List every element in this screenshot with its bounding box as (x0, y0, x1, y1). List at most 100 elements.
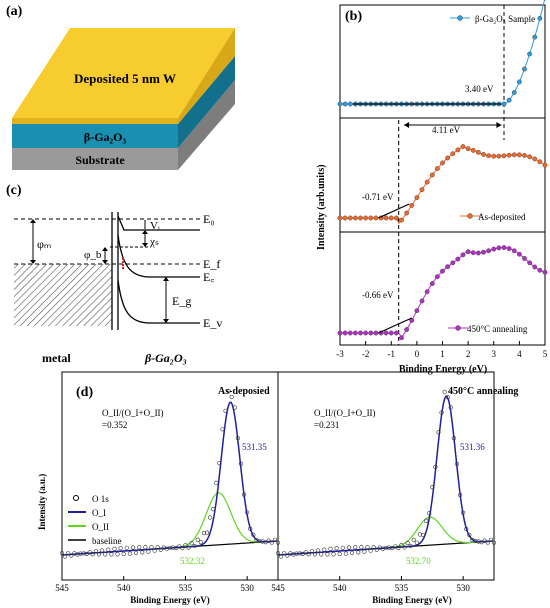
b-xtick-label: 0 (415, 349, 420, 359)
b-series-mid-point (368, 215, 374, 221)
d-point-left (208, 515, 213, 520)
d-point-right (467, 532, 472, 538)
b-series-mid-point (393, 215, 399, 221)
d-point-right (291, 552, 296, 557)
b-series-bot-point (358, 330, 363, 336)
substrate-side (178, 80, 235, 170)
d-point-left (260, 539, 265, 544)
d-point-right (454, 461, 460, 467)
b-series-mid-point (440, 160, 445, 166)
b-series-top-point (522, 66, 527, 72)
panel-a-diagram: Deposited 5 nm W β-Ga₂O₃ Substrate (12, 28, 235, 170)
d-point-left (149, 545, 154, 550)
panel-d-ylabel: Intensity (a.u.) (37, 474, 47, 530)
right-ratio-label: O_II/(O_I+O_II) (314, 408, 376, 418)
b-series-bot-point (532, 264, 538, 270)
d-point-left (211, 506, 216, 512)
vi-label: Vᵢ (150, 220, 160, 232)
legend-bot: 450°C annealing (467, 324, 528, 334)
d-point-left (124, 545, 129, 550)
d-point-right (383, 545, 389, 550)
d-point-right (371, 545, 376, 550)
d-point-left (130, 545, 136, 550)
b-series-bot-point (475, 250, 481, 256)
d-xtick-label-right: 545 (271, 583, 285, 593)
b-series-bot-point (373, 330, 379, 336)
b-series-mid-point (342, 215, 348, 221)
b-series-top-point (347, 101, 353, 107)
d-xtick-label-right: 540 (333, 583, 347, 593)
b-series-mid-point (363, 215, 369, 221)
chi-label: χₛ (149, 236, 159, 248)
b-series-mid-point (404, 210, 410, 216)
ef-label: E_f (203, 257, 220, 271)
b-series-mid-point (409, 203, 415, 208)
legend-o1s: O 1s (92, 494, 109, 504)
d-point-left (223, 408, 228, 413)
b-series-mid-point (373, 215, 379, 221)
d-point-right (319, 552, 324, 557)
d-point-left (62, 554, 68, 559)
d-point-right (414, 540, 419, 545)
b-series-bot-point (527, 260, 533, 266)
d-xtick-label-left: 530 (240, 583, 254, 593)
d-point-right (448, 405, 453, 410)
d-oi-left (61, 401, 277, 556)
d-point-right (380, 546, 386, 551)
b-fit-mid (378, 203, 410, 219)
panel-d-xlabel-left: Binding Energy (eV) (130, 595, 210, 605)
ga-layer-front (12, 124, 178, 148)
b-xtick-label: 2 (466, 349, 471, 359)
b-legend-marker-top (457, 15, 463, 21)
b-series-bot-point (399, 335, 404, 341)
b-series-bot-point (424, 289, 430, 295)
d-point-right (424, 518, 429, 523)
d-point-right (442, 389, 447, 395)
d-point-left (137, 545, 142, 550)
d-point-left (226, 389, 231, 394)
d-point-right (417, 532, 423, 537)
b-series-top-point (537, 15, 543, 21)
b-series-mid-point (496, 153, 502, 159)
b-series-bot-point (516, 251, 522, 257)
substrate-text: Substrate (75, 153, 125, 167)
phi-b-label: φ_b (84, 249, 102, 261)
b-series-bot-point (537, 267, 543, 273)
d-point-left (269, 540, 274, 545)
d-point-right (396, 545, 401, 551)
d-point-left (152, 548, 157, 553)
b-series-bot-point (434, 274, 440, 280)
d-point-left (180, 545, 185, 551)
d-point-right (346, 545, 352, 550)
b-series-mid-point (491, 153, 497, 159)
panel-d-legend: O 1s O_I O_II baseline (68, 494, 122, 546)
b-xtick-label: 4 (517, 349, 522, 359)
b-series-bot-point (337, 330, 343, 336)
b-series-bot-point (363, 330, 369, 336)
d-point-right (436, 430, 441, 435)
b-xtick-label: 1 (440, 349, 445, 359)
b-series-bot-point (450, 260, 456, 266)
b-series-mid-point (388, 215, 394, 221)
d-point-left (59, 550, 65, 556)
d-point-right (420, 532, 426, 538)
b-series-bot-point (383, 330, 389, 336)
d-point-left (266, 538, 271, 543)
d-point-left (192, 543, 197, 549)
left-title: As-deposied (218, 386, 270, 397)
left-peak1: 531.35 (242, 442, 267, 452)
b-series-top-point (527, 51, 533, 57)
d-point-right (464, 526, 469, 532)
left-peak2: 532.32 (180, 556, 205, 566)
w-layer-text: Deposited 5 nm W (74, 71, 176, 86)
d-point-right (386, 545, 392, 550)
legend-oii: O_II (92, 522, 109, 532)
b-series-bot-point (542, 269, 548, 275)
d-point-left (238, 461, 244, 466)
d-point-left (229, 394, 234, 400)
d-point-right (461, 510, 466, 515)
b-series-top-point (337, 101, 343, 107)
ga-layer-text: β-Ga₂O₃ (84, 130, 127, 144)
d-point-left (140, 550, 145, 555)
d-point-left (78, 551, 83, 556)
